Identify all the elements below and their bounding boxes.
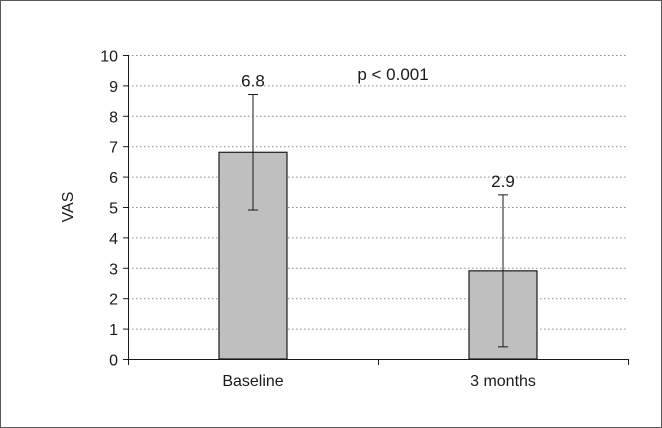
data-label: 2.9 [491,172,515,191]
data-label: 6.8 [241,72,265,91]
y-tick-label: 10 [100,49,118,66]
y-tick-label: 4 [109,231,118,248]
y-tick-label: 1 [109,322,118,339]
gridlines [128,55,628,330]
y-tick-label: 9 [109,79,118,96]
y-tick-label: 7 [109,140,118,157]
y-tick-label: 8 [109,109,118,126]
y-tick-label: 0 [109,353,118,370]
labels: 6.8 Baseline 2.9 3 months 0 1 2 3 4 5 6 7 8 9 10 [100,49,536,391]
axes [123,55,629,365]
y-tick-label: 3 [109,261,118,278]
bars [218,94,538,360]
y-tick-label: 5 [109,201,118,218]
y-axis-title: VAS [60,192,77,223]
category-label: 3 months [470,373,536,390]
category-label: Baseline [222,373,283,390]
y-tick-label: 2 [109,292,118,309]
y-tick-label: 6 [109,170,118,187]
p-value-annotation: p < 0.001 [357,65,428,84]
